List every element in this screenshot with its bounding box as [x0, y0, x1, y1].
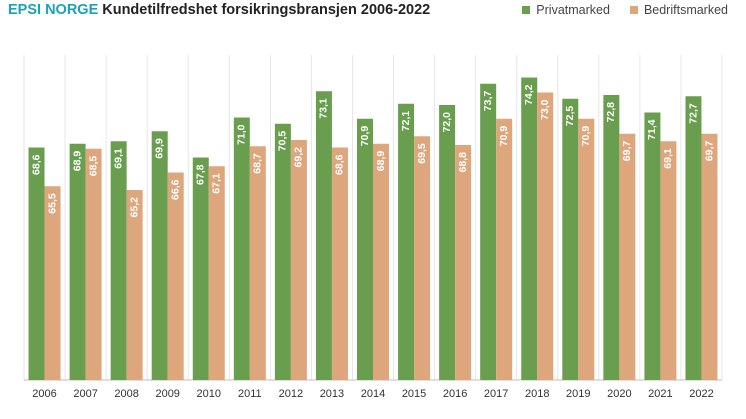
data-label-privatmarked-2007: 68,9 [71, 151, 83, 172]
bar-bedriftsmarked-2014 [373, 143, 389, 380]
bar-bedriftsmarked-2018 [537, 92, 554, 380]
data-label-bedriftsmarked-2015: 69,5 [416, 143, 428, 164]
bar-privatmarked-2011 [233, 117, 250, 380]
data-label-bedriftsmarked-2019: 70,9 [580, 126, 592, 147]
bar-privatmarked-2014 [357, 118, 373, 380]
brand-label: EPSI NORGE [8, 2, 99, 18]
data-label-privatmarked-2011: 71,0 [236, 124, 248, 145]
x-tick-label-2008: 2008 [114, 388, 138, 400]
bar-bedriftsmarked-2006 [44, 186, 61, 380]
bar-privatmarked-2015 [398, 103, 415, 380]
x-tick-label-2021: 2021 [648, 388, 672, 400]
bar-privatmarked-2010 [192, 157, 209, 380]
x-tick-label-2019: 2019 [566, 388, 590, 400]
x-tick-label-2012: 2012 [279, 388, 303, 400]
x-tick-label-2022: 2022 [689, 388, 713, 400]
data-label-bedriftsmarked-2010: 67,1 [211, 173, 223, 194]
data-label-privatmarked-2020: 72,8 [605, 102, 617, 123]
bar-privatmarked-2013 [315, 91, 332, 380]
data-label-bedriftsmarked-2013: 68,6 [334, 154, 346, 175]
data-label-privatmarked-2019: 72,5 [564, 106, 576, 127]
bar-privatmarked-2016 [439, 105, 456, 380]
bar-privatmarked-2007 [69, 143, 86, 380]
legend-swatch-privatmarked [522, 6, 531, 14]
data-label-bedriftsmarked-2020: 69,7 [621, 141, 633, 162]
data-label-bedriftsmarked-2008: 65,2 [128, 197, 140, 218]
data-label-bedriftsmarked-2018: 73,0 [539, 99, 551, 120]
x-tick-label-2020: 2020 [607, 388, 631, 400]
x-tick-label-2015: 2015 [402, 388, 426, 400]
data-label-bedriftsmarked-2021: 69,1 [662, 148, 674, 169]
x-tick-label-2018: 2018 [525, 388, 549, 400]
x-tick-label-2006: 2006 [32, 388, 56, 400]
bar-privatmarked-2008 [110, 141, 127, 380]
bar-bedriftsmarked-2013 [331, 147, 348, 380]
bar-bedriftsmarked-2008 [126, 190, 143, 380]
data-label-privatmarked-2012: 70,5 [277, 131, 289, 152]
x-tick-label-2014: 2014 [361, 388, 385, 400]
bar-privatmarked-2021 [644, 112, 661, 380]
chart-legend: Privatmarked Bedriftsmarked [522, 3, 728, 17]
data-label-bedriftsmarked-2007: 68,5 [87, 156, 99, 177]
data-label-bedriftsmarked-2014: 68,9 [375, 151, 387, 172]
data-label-privatmarked-2013: 73,1 [318, 98, 330, 119]
bar-privatmarked-2017 [480, 83, 497, 380]
bar-privatmarked-2009 [151, 131, 168, 380]
data-label-bedriftsmarked-2012: 69,2 [293, 147, 305, 168]
legend-label-privatmarked: Privatmarked [536, 3, 610, 17]
bar-bedriftsmarked-2021 [660, 141, 677, 380]
bar-bedriftsmarked-2010 [208, 166, 225, 380]
x-tick-label-2017: 2017 [484, 388, 508, 400]
data-label-privatmarked-2015: 72,1 [400, 111, 412, 132]
bar-privatmarked-2012 [274, 123, 291, 380]
x-tick-label-2010: 2010 [197, 388, 221, 400]
bar-bedriftsmarked-2009 [167, 172, 184, 380]
legend-swatch-bedriftsmarked [629, 6, 638, 14]
data-label-bedriftsmarked-2011: 68,7 [252, 153, 264, 174]
bar-bedriftsmarked-2007 [85, 148, 102, 380]
bar-privatmarked-2019 [562, 98, 579, 380]
data-label-bedriftsmarked-2022: 69,7 [703, 141, 715, 162]
data-label-bedriftsmarked-2006: 65,5 [46, 193, 58, 214]
bar-bedriftsmarked-2012 [290, 140, 307, 380]
bar-privatmarked-2018 [521, 77, 538, 380]
x-tick-label-2016: 2016 [443, 388, 467, 400]
bar-bedriftsmarked-2011 [249, 146, 266, 380]
chart-title-block: EPSI NORGE Kundetilfredshet forsikringsbr… [8, 2, 430, 18]
data-label-privatmarked-2017: 73,7 [482, 91, 494, 112]
bar-bedriftsmarked-2015 [414, 136, 431, 380]
bar-bedriftsmarked-2019 [578, 118, 595, 380]
data-label-privatmarked-2009: 69,9 [153, 138, 165, 159]
bar-bedriftsmarked-2017 [496, 118, 513, 380]
data-label-privatmarked-2022: 72,7 [687, 103, 699, 124]
data-label-privatmarked-2006: 68,6 [30, 154, 42, 175]
x-tick-label-2009: 2009 [155, 388, 179, 400]
bar-bedriftsmarked-2016 [455, 145, 472, 380]
x-tick-label-2011: 2011 [238, 388, 262, 400]
data-label-bedriftsmarked-2017: 70,9 [498, 126, 510, 147]
x-tick-label-2007: 2007 [73, 388, 97, 400]
bar-bedriftsmarked-2020 [619, 133, 636, 380]
bar-privatmarked-2022 [685, 96, 702, 380]
bar-privatmarked-2006 [28, 147, 45, 380]
data-label-privatmarked-2010: 67,8 [195, 164, 207, 185]
legend-item-privatmarked: Privatmarked [522, 3, 610, 17]
legend-item-bedriftsmarked: Bedriftsmarked [629, 3, 728, 17]
data-label-privatmarked-2016: 72,0 [441, 112, 453, 133]
x-tick-label-2013: 2013 [320, 388, 344, 400]
chart-title: Kundetilfredshet forsikringsbransjen 200… [102, 2, 431, 18]
data-label-privatmarked-2014: 70,9 [359, 126, 371, 147]
data-label-bedriftsmarked-2009: 66,6 [169, 179, 181, 200]
data-label-privatmarked-2018: 74,2 [523, 84, 535, 105]
bar-bedriftsmarked-2022 [701, 133, 718, 380]
data-label-bedriftsmarked-2016: 68,8 [457, 152, 469, 173]
data-label-privatmarked-2021: 71,4 [646, 119, 658, 140]
data-label-privatmarked-2008: 69,1 [112, 148, 124, 169]
bar-privatmarked-2020 [603, 95, 620, 380]
legend-label-bedriftsmarked: Bedriftsmarked [643, 3, 728, 17]
